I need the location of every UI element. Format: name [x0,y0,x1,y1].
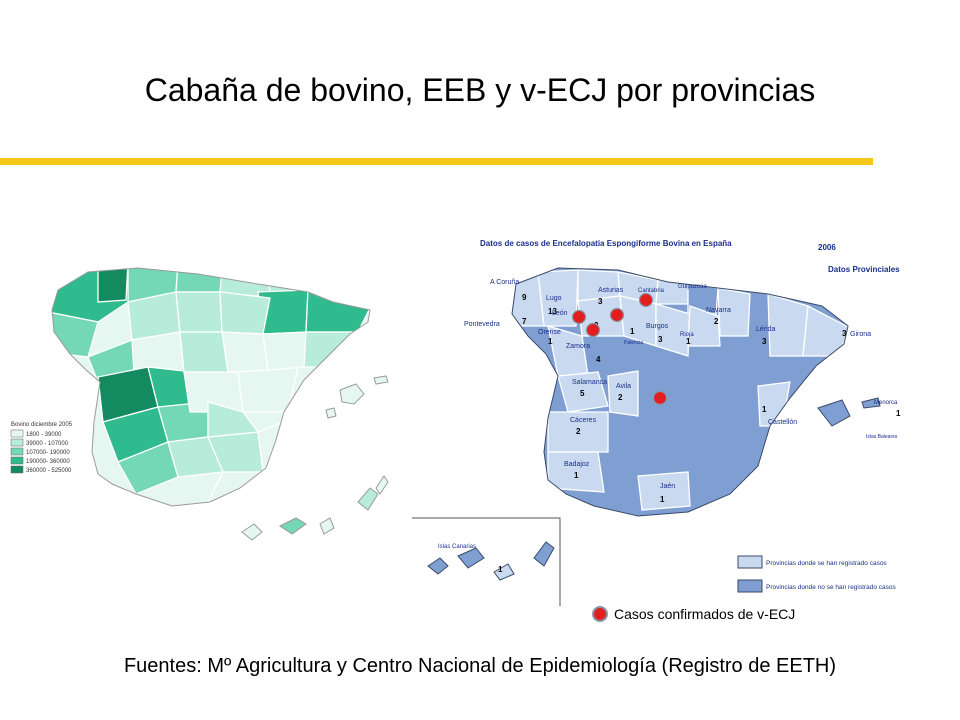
province-label: 5 [580,389,585,398]
sources-note: Fuentes: Mº Agricultura y Centro Naciona… [123,655,837,677]
province-label: 3 [658,335,663,344]
vcjd-marker [652,390,668,406]
province-label: 3 [842,329,847,338]
province-label: 2 [576,427,581,436]
bovine-legend-swatch [10,456,24,465]
province-label: Zamora [566,343,590,350]
legend-swatch-with-cases [737,555,763,569]
legend-with-cases: Provincias donde se han registrado casos [766,560,887,567]
province-label: 4 [596,355,601,364]
bse-map-year: 2006 [818,243,836,252]
province-label: Lugo [546,295,562,302]
vcjd-legend: Casos confirmados de v-ECJ [592,606,795,622]
bovine-legend-swatch [10,447,24,456]
bovine-legend-label: 107000- 190000 [26,450,70,456]
bovine-legend-label: 39000 - 107000 [26,441,69,447]
province-label: Lérida [756,326,776,333]
bovine-legend-title: Bovino diciembre 2005 [11,422,73,428]
province-label: Girona [850,331,871,338]
province-label: Burgos [646,323,669,330]
province-label: Salamanca [572,379,607,386]
bovine-legend: 1800 - 39000 39000 - 107000 107000- 190000… [10,429,72,474]
province-label: Guipuzcoa [678,284,707,290]
bovine-legend-swatch [10,429,24,438]
bse-map-title: Datos de casos de Encefalopatia Espongif… [480,239,732,248]
province-label: Cáceres [570,417,597,424]
bse-map-subtitle: Datos Provinciales [828,265,900,274]
vcjd-marker [585,322,601,338]
vcjd-dot-icon [592,606,608,622]
vcjd-marker [638,292,654,308]
province-label: 2 [714,317,719,326]
province-label: Pontevedra [464,321,500,328]
province-label: 1 [574,471,579,480]
legend-without-cases: Provincias donde no se han registrado ca… [766,584,896,591]
province-label: 1 [762,405,767,414]
province-label: Castellón [768,419,797,426]
bovine-legend-label: 190000- 360000 [26,459,70,465]
vcjd-markers [571,292,668,406]
bovine-legend-swatch [10,438,24,447]
province-label: 3 [598,297,603,306]
bovine-legend-swatch [10,465,24,474]
province-label: 1 [660,495,665,504]
province-label: 1 [896,409,901,418]
province-label: A Coruña [490,279,519,286]
province-label: Islas Baleares [866,434,898,440]
province-label: 1 [686,337,691,346]
province-label: Menorca [874,400,898,406]
province-label: Cantabria [638,288,665,294]
bovine-legend-label: 360000 - 525000 [26,468,72,474]
province-label: Badajoz [564,461,590,468]
bovine-census-map: Bovino diciembre 2005 1800 - 39000 39000 … [10,267,389,541]
province-label: 13 [548,307,557,316]
province-label: Islas Canarias [438,544,476,550]
province-label: Asturias [598,287,624,294]
province-label: Orense [538,329,561,336]
province-label: 1 [630,327,635,336]
province-label: Rioja [680,332,694,338]
province-label: Palencia [624,340,643,346]
province-label: León [552,310,568,317]
vcjd-marker [571,309,587,325]
slide-title: Cabaña de bovino, EEB y v-ECJ por provin… [144,72,816,108]
title-underline [0,158,873,165]
vcjd-marker [609,307,625,323]
province-label: Avila [616,383,631,390]
province-label: 3 [762,337,767,346]
province-label: 7 [522,317,527,326]
province-label: Jaén [660,483,675,490]
province-label: 9 [522,293,527,302]
vcjd-legend-label: Casos confirmados de v-ECJ [614,606,796,622]
bovine-legend-label: 1800 - 39000 [26,432,62,438]
province-label: 1 [548,337,553,346]
bse-cases-map: Datos de casos de Encefalopatia Espongif… [398,176,938,606]
province-label: 2 [618,393,623,402]
province-label: 1 [498,565,503,574]
legend-swatch-without-cases [737,579,763,593]
province-label: Navarra [706,307,731,314]
